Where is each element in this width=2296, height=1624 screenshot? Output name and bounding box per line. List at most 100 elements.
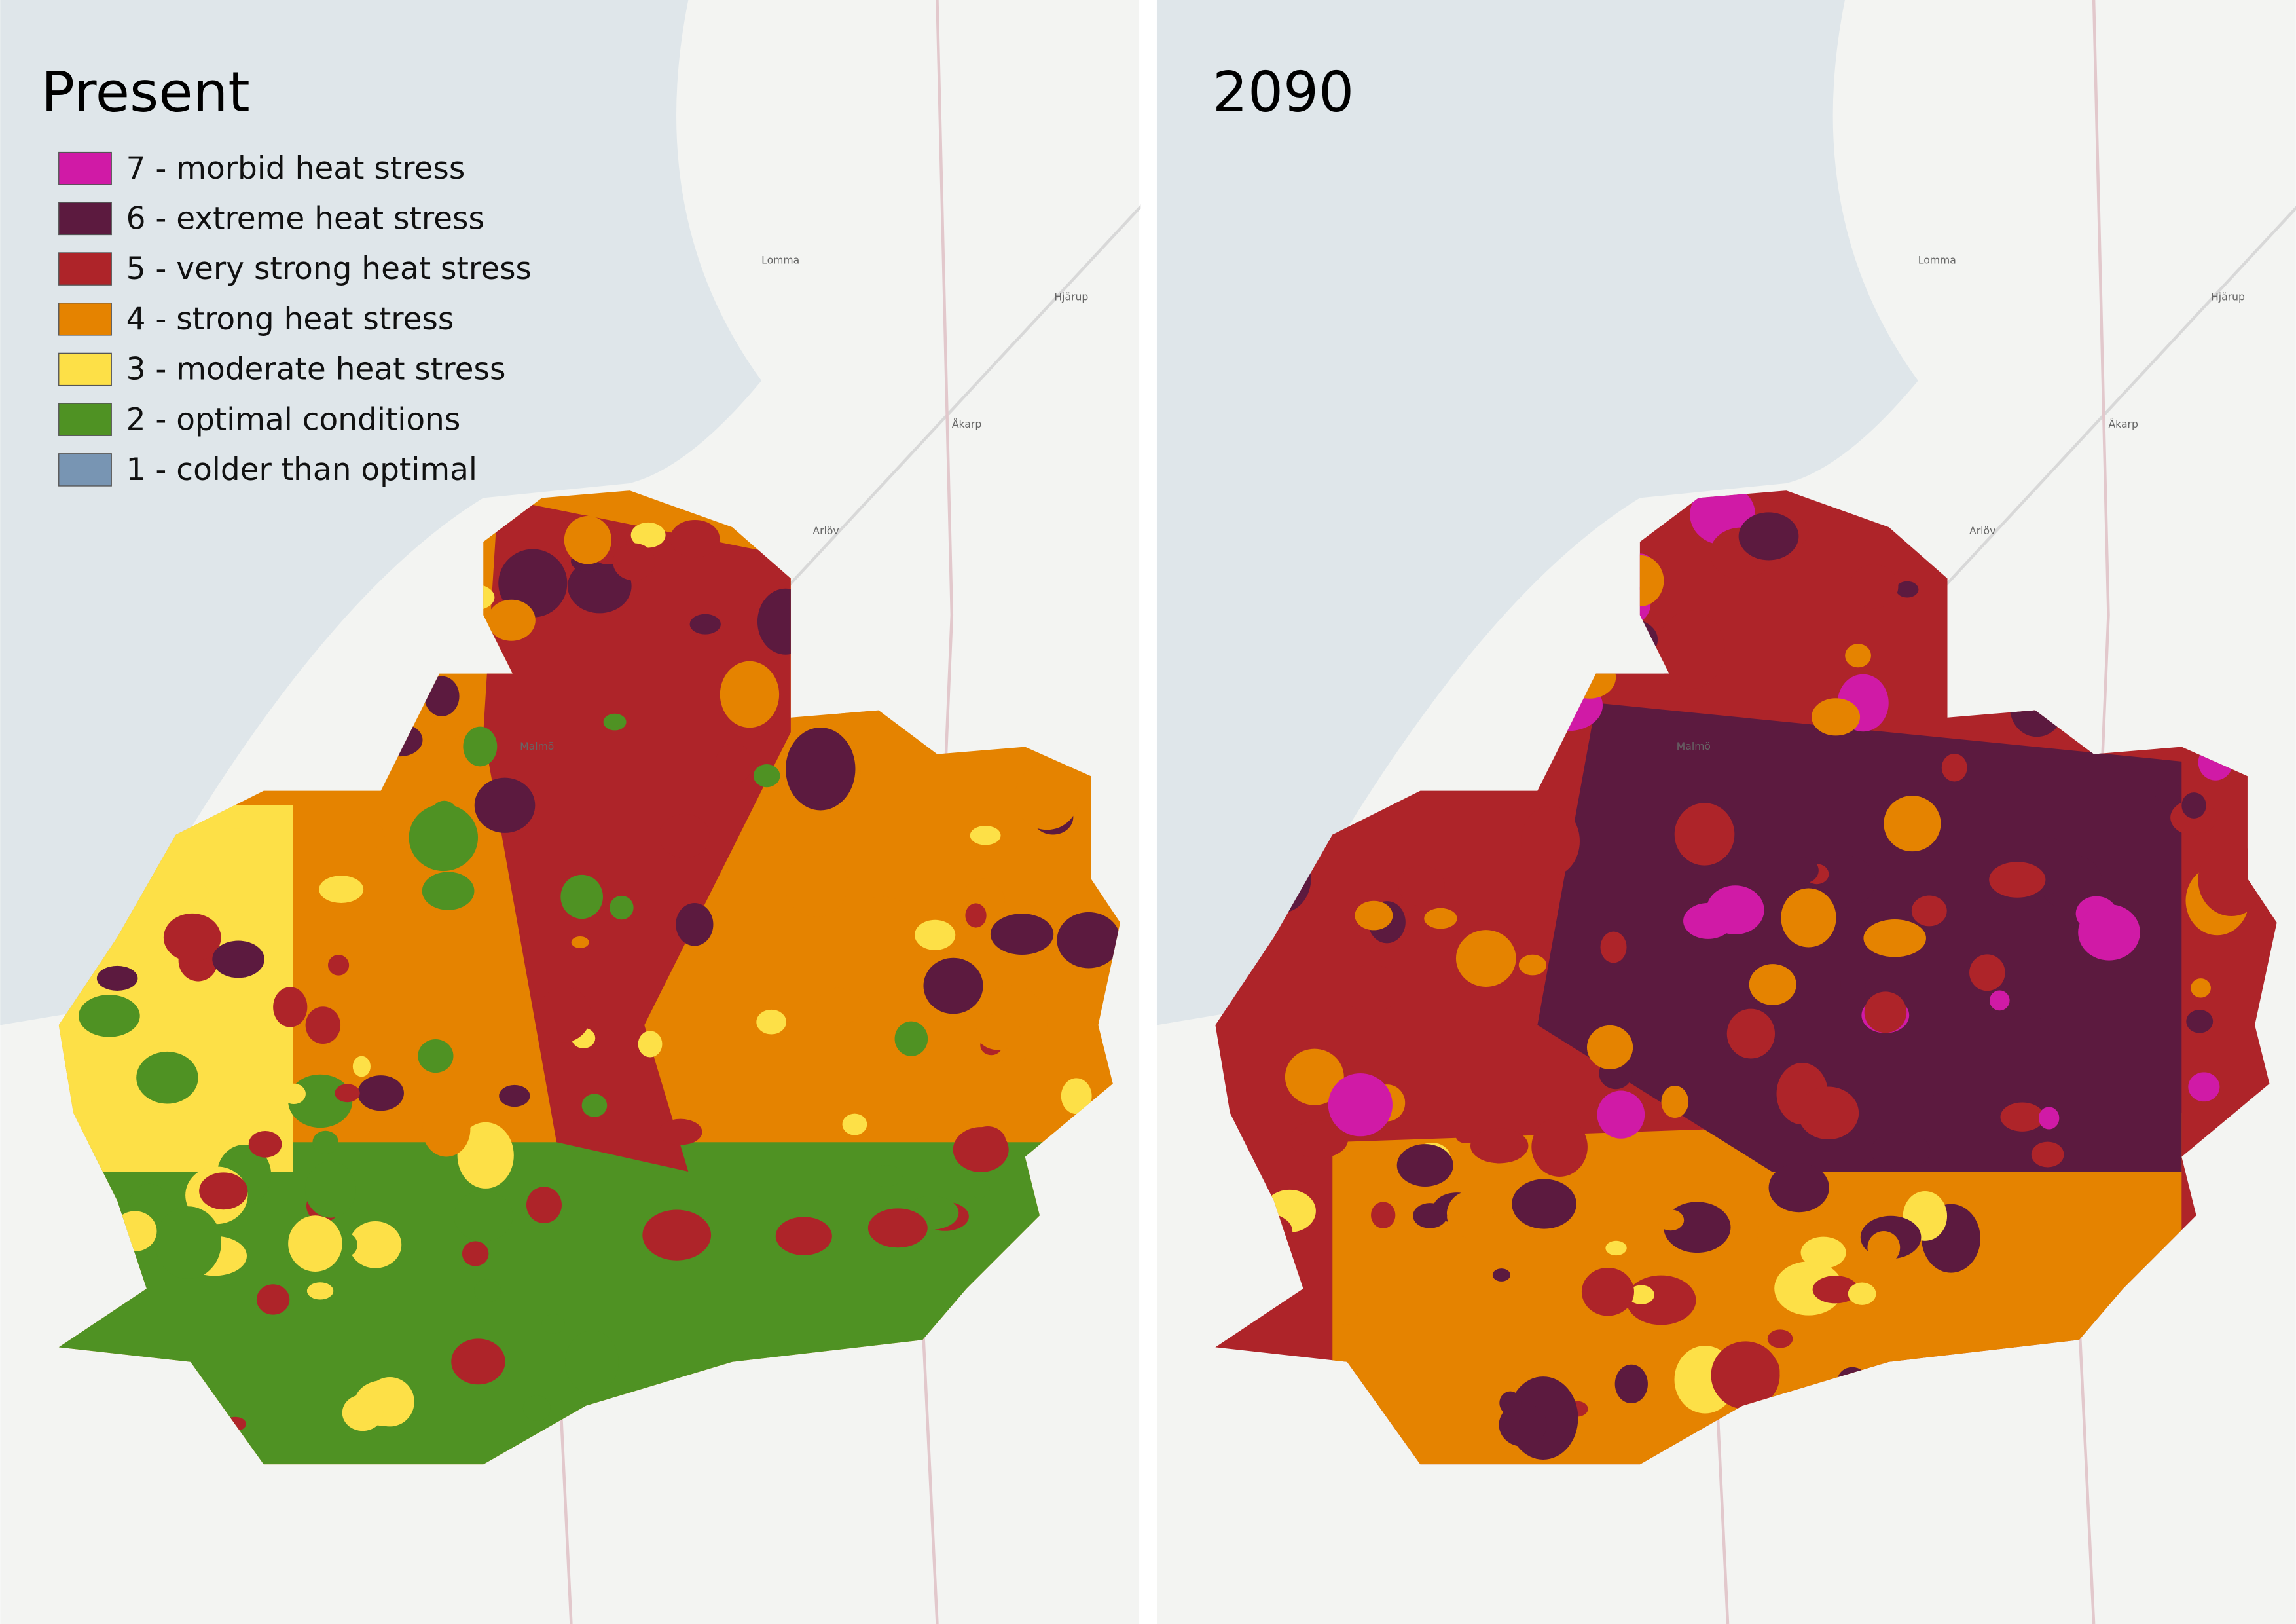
heat-patch [1863,919,1926,957]
heat-patch [2154,779,2181,805]
heat-patch [1600,931,1627,963]
legend-label: 5 - very strong heat stress [126,251,532,287]
heat-patch [1923,1091,1975,1134]
heat-patch [1455,930,1516,987]
heat-patch [349,1221,402,1268]
heat-patch [1911,895,1947,927]
heat-patch [689,614,721,635]
heat-patch [965,903,987,928]
heat-patch [288,1215,342,1272]
heat-patch [1492,1268,1510,1282]
heat-patch [526,1187,562,1223]
heat-patch [355,822,385,849]
heat-patch [79,995,140,1037]
heat-patch [312,1130,338,1154]
heat-patch [430,717,464,740]
legend-label: 1 - colder than optimal [126,452,477,488]
heat-patch [1749,964,1796,1005]
heat-patch [1521,805,1580,877]
heat-patch [753,764,780,788]
heat-patch [1371,1202,1396,1228]
heat-patch [136,1051,198,1104]
sea [1156,0,1918,1025]
heat-patch [462,1241,489,1266]
heat-patch [1781,888,1836,948]
heat-patch [1597,1090,1645,1139]
legend-swatch [58,202,112,236]
heat-patch [1290,1120,1349,1158]
heat-patch [179,883,209,902]
heat-patch [1870,1132,1931,1170]
heat-patch [1798,1086,1859,1140]
heat-patch [306,1282,334,1300]
heat-patch [564,516,611,564]
heat-patch [457,1122,514,1189]
place-label: Arlöv [812,525,839,537]
heat-patch [1989,990,2010,1011]
legend-label: 4 - strong heat stress [126,301,454,337]
heat-patch [335,1084,360,1103]
road [760,204,1144,616]
heat-patch [305,1006,341,1044]
heat-patch [1455,1130,1477,1143]
heat-patch [969,1180,990,1198]
heat-patch [775,1217,832,1255]
heat-patch [1812,1276,1859,1304]
heat-patch [638,1031,663,1058]
heat-patch [1800,1236,1846,1268]
heat-patch [923,957,983,1014]
heat-patch [1850,564,1899,609]
heat-patch [613,543,655,581]
heat-patch [225,813,249,829]
panel-title: 2090 [1212,60,1354,125]
heat-patch [630,522,666,548]
heat-patch [2031,1141,2064,1168]
heat-patch [273,987,308,1027]
heat-patch [1812,698,1861,736]
heat-patch [975,1014,1021,1050]
heat-patch [1518,954,1547,976]
heat-patch [522,1395,551,1422]
heat-patch [1895,581,1919,598]
heat-patch [1446,1190,1494,1238]
heat-patch [2186,1009,2214,1033]
heat-patch [282,1083,306,1105]
place-label: Åkarp [2108,418,2138,430]
heat-patch [1848,1282,1876,1305]
heat-patch [642,1209,712,1261]
heat-patch [1884,796,1941,852]
heat-patch [463,726,498,767]
heat-patch [1798,832,1825,851]
heat-patch [1285,1048,1344,1105]
heat-patch [610,895,634,920]
heat-patch [96,965,138,991]
heat-patch [327,955,350,976]
place-label: Malmö [1677,740,1711,752]
heat-patch [816,987,862,1026]
heat-patch [1683,902,1733,939]
heat-patch [867,1208,928,1248]
heat-patch [541,1314,565,1334]
heat-patch [854,896,910,932]
heat-patch [970,825,1001,845]
place-label: Hjärup [1054,290,1088,303]
heat-patch [1470,1128,1529,1164]
heat-patch [199,1172,248,1210]
heat-patch [1628,1285,1654,1304]
heat-patch [1512,1179,1576,1229]
heat-patch [1396,1144,1453,1187]
heat-patch [248,1130,282,1158]
heat-patch [1340,965,1402,1012]
panel-title: Present [41,60,250,125]
heat-patch [422,872,475,910]
heat-patch [1586,1025,1633,1069]
place-label: Lomma [1918,254,1956,267]
heat-patch [487,599,536,641]
heat-patch [474,777,536,833]
heat-patch [1398,865,1445,906]
legend-label: 7 - morbid heat stress [126,151,465,187]
heat-patch [1845,644,1871,668]
heat-patch [1867,1231,1901,1264]
heat-patch [319,876,364,904]
map-panel: Lomma Arlöv Åkarp Hjärup Malmö Present 7 - mor… [0,0,1144,1624]
